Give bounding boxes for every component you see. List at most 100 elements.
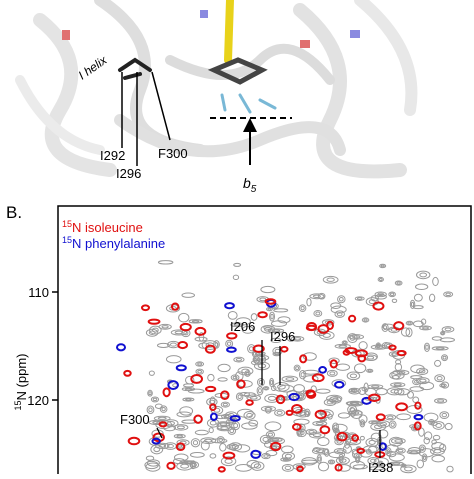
contour <box>326 277 335 282</box>
contour <box>271 385 277 392</box>
colored-peak <box>413 421 422 431</box>
contour <box>339 458 347 463</box>
contour <box>249 395 258 400</box>
contour <box>191 462 197 467</box>
contour <box>264 421 282 432</box>
contour <box>444 422 453 431</box>
contour <box>235 392 244 401</box>
contour <box>374 291 387 298</box>
contour <box>337 464 351 472</box>
contour <box>431 454 445 463</box>
contour <box>236 408 254 418</box>
contour <box>351 389 358 394</box>
contour <box>431 336 443 341</box>
contour <box>338 344 348 348</box>
contour <box>368 466 385 471</box>
colored-peak <box>226 346 237 353</box>
contour <box>267 432 273 437</box>
contour <box>300 306 305 311</box>
legend-sup: 15 <box>62 219 72 229</box>
contour <box>391 298 398 304</box>
contour <box>428 419 435 426</box>
contour <box>320 409 334 419</box>
contour <box>293 418 310 425</box>
colored-peak <box>177 341 188 350</box>
contour <box>394 363 403 372</box>
contour <box>271 329 281 333</box>
contour <box>407 391 414 399</box>
contour <box>326 369 338 377</box>
contour <box>241 422 258 430</box>
contour <box>422 326 429 330</box>
colored-peak <box>115 343 127 352</box>
contour <box>348 387 361 395</box>
contour <box>244 370 251 377</box>
contour <box>220 456 237 467</box>
contour <box>195 361 205 367</box>
contour <box>264 386 268 390</box>
contour <box>281 375 299 383</box>
contour <box>259 297 267 302</box>
contour <box>387 415 394 420</box>
contour <box>151 327 159 333</box>
contour <box>386 450 397 458</box>
colored-peak <box>162 387 171 398</box>
contour <box>377 460 384 466</box>
contour <box>393 383 402 387</box>
peak-labels: I206 I296 F300 I238 <box>120 319 393 475</box>
contour <box>359 435 365 441</box>
contour <box>441 326 455 333</box>
colored-peak <box>414 401 422 410</box>
contour <box>185 375 195 385</box>
contour <box>312 433 322 438</box>
contour <box>401 464 406 467</box>
colored-peak <box>257 311 268 319</box>
contour <box>269 311 276 322</box>
contour <box>309 431 326 439</box>
contour <box>312 447 321 452</box>
colored-peak <box>158 421 168 428</box>
colored-peak <box>351 434 360 442</box>
contour <box>370 422 387 431</box>
contour <box>349 401 359 405</box>
contour <box>370 458 377 464</box>
contour <box>285 377 295 381</box>
contour <box>440 330 446 336</box>
colored-peak <box>193 414 203 424</box>
contour <box>182 397 195 402</box>
contour <box>233 356 245 363</box>
colored-peak <box>291 403 303 414</box>
contour <box>437 399 445 403</box>
contour <box>270 320 288 327</box>
colored-peak <box>311 373 325 383</box>
colored-peak <box>217 466 226 473</box>
contour <box>374 424 383 430</box>
contour <box>390 437 406 445</box>
contour <box>165 355 182 364</box>
contour <box>218 437 224 443</box>
contour <box>368 439 376 445</box>
contour <box>253 463 262 469</box>
contour <box>180 463 190 469</box>
contour <box>389 292 395 296</box>
colored-peak <box>291 423 302 431</box>
contour <box>419 272 428 278</box>
contour <box>329 396 342 404</box>
colored-peak <box>250 449 262 459</box>
contour <box>342 444 353 454</box>
contour <box>181 387 196 392</box>
contour <box>363 318 368 322</box>
contour <box>349 335 356 341</box>
contour <box>209 420 217 426</box>
contour <box>381 323 389 333</box>
colored-peak <box>336 431 348 442</box>
contour <box>329 460 334 464</box>
contour <box>217 377 228 382</box>
contour <box>208 427 214 434</box>
contour <box>166 420 175 426</box>
contour <box>207 373 215 382</box>
colored-peak <box>152 432 165 443</box>
contour <box>276 410 283 415</box>
contour <box>378 277 383 281</box>
legend-text: N phenylalanine <box>72 236 165 251</box>
